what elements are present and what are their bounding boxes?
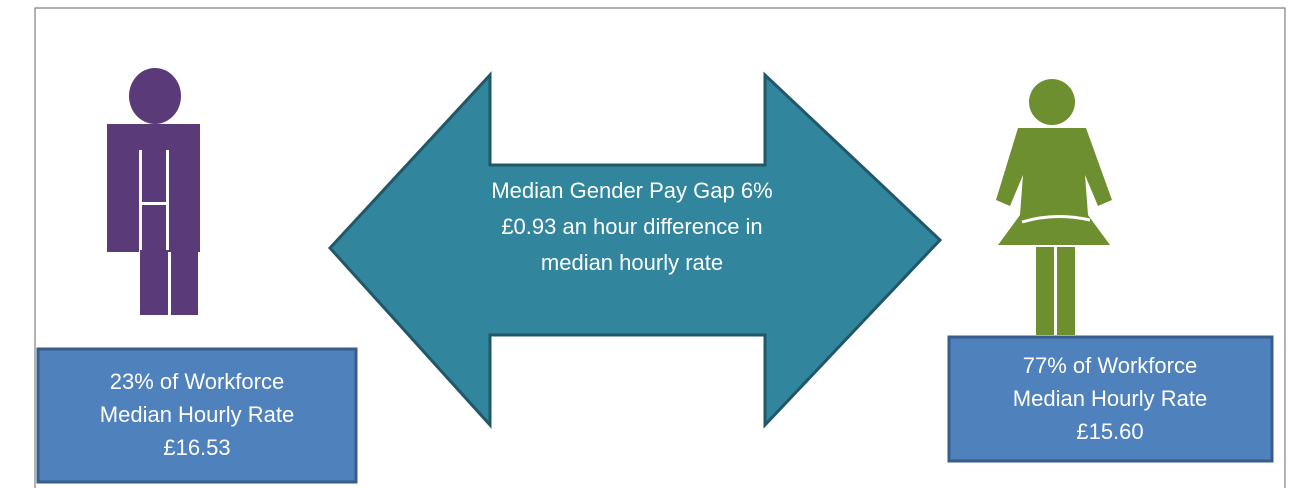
double-arrow: [327, 71, 943, 429]
female-text: £15.60: [1076, 419, 1143, 444]
female-text: Median Hourly Rate: [1013, 386, 1207, 411]
male-text: £16.53: [163, 435, 230, 460]
female-figure: [996, 79, 1112, 335]
center-text: £0.93 an hour difference in: [501, 214, 762, 239]
frame: [34, 7, 1286, 488]
male-text: Median Hourly Rate: [100, 402, 294, 427]
male-figure: [107, 68, 200, 315]
male-box: [36, 347, 358, 484]
female-text: 77% of Workforce: [1023, 353, 1197, 378]
female-box: [947, 335, 1274, 463]
center-text: median hourly rate: [541, 250, 723, 275]
male-text: 23% of Workforce: [110, 369, 284, 394]
center-text: Median Gender Pay Gap 6%: [491, 178, 772, 203]
